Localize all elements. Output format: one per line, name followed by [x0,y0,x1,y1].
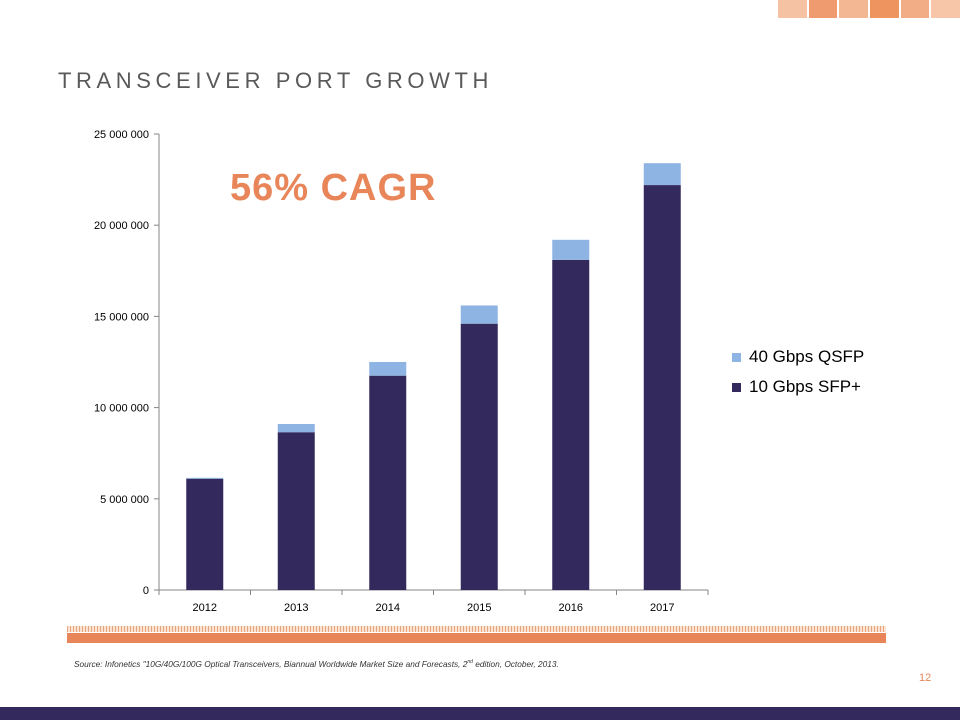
deco-square [808,0,838,18]
bar-qsfp-2013 [277,424,315,433]
legend-label-qsfp: 40 Gbps QSFP [749,347,865,366]
bar-chart-svg: 0 5 000 000 10 000 000 15 000 000 20 000 000… [94,129,709,614]
footer-hatch-band [67,626,886,632]
legend-item-qsfp: 40 Gbps QSFP [732,342,864,372]
bar-qsfp-2015 [460,305,498,324]
deco-square [870,0,899,18]
corner-decoration [776,0,960,18]
footer-bar [0,707,960,720]
source-text: Source: Infonetics "10G/40G/100G Optical… [74,659,468,669]
slide-title: TRANSCEIVER PORT GROWTH [58,68,494,93]
x-tick-label: 2015 [467,602,491,614]
bar-sfp-2016 [552,259,590,590]
deco-square [778,0,807,18]
y-tick-label: 0 [143,585,149,597]
x-tick-label: 2012 [193,602,217,614]
deco-square [900,0,930,18]
legend-swatch-qsfp [732,352,741,362]
x-tick-label: 2016 [559,602,583,614]
bar-sfp-2012 [186,478,224,590]
deco-square [931,0,960,18]
x-tick-label: 2013 [284,602,308,614]
source-tail: edition, October, 2013. [472,659,559,669]
bar-qsfp-2012 [186,477,224,479]
cagr-callout: 56% CAGR [230,167,437,209]
legend-label-sfp: 10 Gbps SFP+ [749,377,861,396]
bar-sfp-2013 [277,432,315,590]
x-tick-label: 2017 [650,602,674,614]
y-tick-label: 10 000 000 [94,403,149,415]
source-note: Source: Infonetics "10G/40G/100G Optical… [74,659,559,669]
deco-square [839,0,869,18]
y-tick-label: 20 000 000 [94,220,149,232]
legend-swatch-sfp [732,382,741,392]
x-tick-label: 2014 [376,602,400,614]
page-number: 12 [919,672,932,684]
bar-qsfp-2017 [643,163,681,186]
y-tick-label: 5 000 000 [100,494,149,506]
bar-qsfp-2016 [552,239,590,260]
source-sup: nd [467,659,473,666]
chart: 0 5 000 000 10 000 000 15 000 000 20 000 000… [94,129,864,614]
chart-legend: 40 Gbps QSFP 10 Gbps SFP+ [732,342,864,402]
footer-solid-band [67,633,886,643]
bar-qsfp-2014 [369,362,407,376]
bar-sfp-2017 [643,185,681,590]
legend-item-sfp: 10 Gbps SFP+ [732,372,864,402]
y-tick-label: 25 000 000 [94,129,149,141]
bar-sfp-2014 [369,375,407,590]
bar-sfp-2015 [460,323,498,590]
y-tick-label: 15 000 000 [94,311,149,323]
